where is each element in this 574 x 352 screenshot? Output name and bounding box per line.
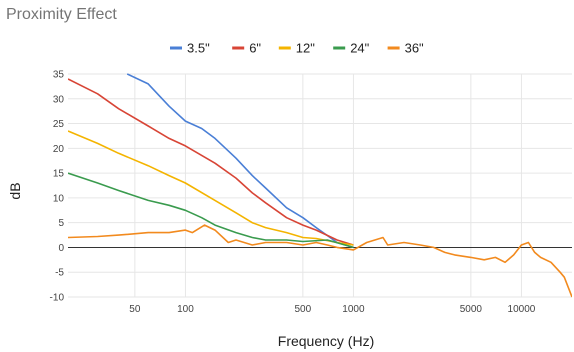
chart-title: Proximity Effect [6, 6, 117, 23]
x-tick-label: 100 [177, 304, 194, 315]
x-tick-label: 50 [129, 304, 141, 315]
legend-label-1: 3.5" [187, 41, 210, 56]
y-tick-label: 20 [53, 144, 65, 155]
grid [68, 73, 572, 298]
y-tick-label: -5 [55, 268, 64, 279]
y-tick-label: 30 [53, 94, 65, 105]
x-tick-label: 5000 [460, 304, 483, 315]
y-tick-label: -10 [50, 293, 65, 304]
y-tick-label: 10 [53, 193, 65, 204]
series-line-2 [68, 78, 354, 246]
legend-label-3: 12" [296, 41, 315, 56]
legend-label-2: 6" [249, 41, 261, 56]
y-tick-label: 0 [58, 243, 64, 254]
series-line-3 [68, 130, 354, 246]
x-tick-label: 1000 [342, 304, 365, 315]
legend-label-4: 24" [350, 41, 369, 56]
y-tick-label: 5 [58, 218, 64, 229]
series-line-4 [68, 172, 354, 249]
legend-label-5: 36" [405, 41, 424, 56]
y-tick-label: 15 [53, 169, 65, 180]
series-lines [68, 73, 572, 298]
y-tick-label: 35 [53, 70, 65, 81]
series-line-1 [126, 73, 354, 249]
x-tick-label: 10000 [508, 304, 536, 315]
tick-labels: -10 -5 0 5 10 15 20 25 30 35 50 100 500 1000 5000 10000 [50, 70, 536, 316]
legend: 3.5" 6" 12" 24" 36" [170, 41, 424, 56]
y-tick-label: 25 [53, 119, 65, 130]
y-axis-label: dB [7, 182, 23, 199]
x-tick-label: 500 [295, 304, 312, 315]
x-axis-label: Frequency (Hz) [278, 333, 374, 349]
series-line-5 [68, 224, 572, 298]
